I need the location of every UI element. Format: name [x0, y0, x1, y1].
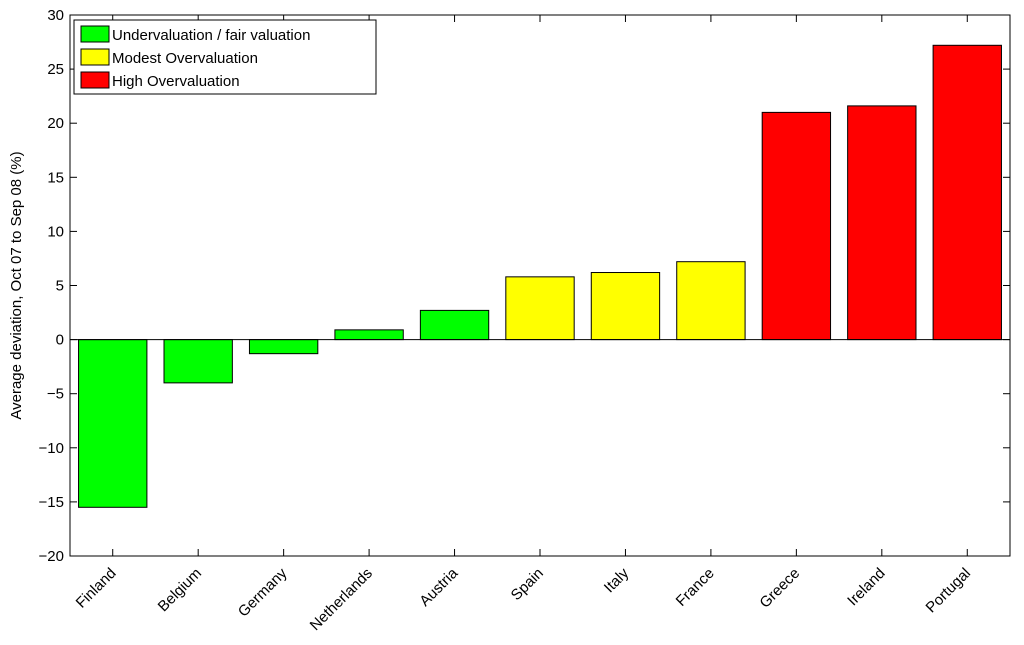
y-axis-ticks: −20 −15 −10 −5 0 5 10 15 20 25 30 [39, 7, 1010, 565]
bar-france [676, 261, 746, 341]
x-tick-label: Ireland [844, 565, 888, 609]
x-tick-label: Italy [601, 564, 633, 596]
y-tick-label: −10 [39, 440, 64, 457]
y-tick-label: −5 [47, 386, 64, 403]
legend-label-high: High Overvaluation [112, 73, 240, 90]
y-tick-label: −15 [39, 494, 64, 511]
legend-box [73, 19, 377, 95]
legend-swatch-mid [80, 48, 110, 66]
bar-spain [505, 276, 575, 341]
y-tick-label: 20 [47, 115, 64, 132]
bar-italy [590, 272, 661, 341]
bar-netherlands [334, 329, 404, 341]
y-tick-label: 5 [56, 278, 64, 295]
legend-label-mid: Modest Overvaluation [112, 50, 258, 67]
bar-portugal [932, 44, 1002, 341]
y-axis-title: Average deviation, Oct 07 to Sep 08 (%) [8, 151, 25, 419]
y-tick-label: 10 [47, 223, 64, 240]
x-tick-label: Finland [73, 565, 120, 612]
bar-germany [248, 339, 319, 355]
y-tick-label: −20 [39, 548, 64, 565]
bar-greece [761, 111, 832, 341]
y-tick-label: 25 [47, 61, 64, 78]
y-tick-label: 0 [56, 332, 64, 349]
legend-label-low: Undervaluation / fair valuation [112, 27, 310, 44]
x-tick-label: Portugal [923, 565, 975, 617]
x-tick-label: Germany [235, 564, 291, 620]
bars [78, 44, 1002, 508]
legend-swatch-high [80, 71, 110, 89]
x-tick-label: France [673, 565, 718, 610]
bar-austria [419, 309, 490, 341]
x-tick-label: Belgium [155, 565, 205, 615]
y-tick-label: 15 [47, 169, 64, 186]
x-tick-label: Spain [508, 565, 547, 604]
legend: Undervaluation / fair valuation Modest Ov… [73, 19, 377, 95]
bar-belgium [163, 339, 233, 384]
x-tick-label: Greece [756, 565, 803, 612]
bar-finland [78, 339, 148, 508]
x-tick-label: Netherlands [307, 565, 376, 634]
legend-swatch-low [80, 25, 110, 43]
bar-ireland [847, 105, 917, 341]
x-tick-label: Austria [416, 564, 461, 609]
y-tick-label: 30 [47, 7, 64, 24]
